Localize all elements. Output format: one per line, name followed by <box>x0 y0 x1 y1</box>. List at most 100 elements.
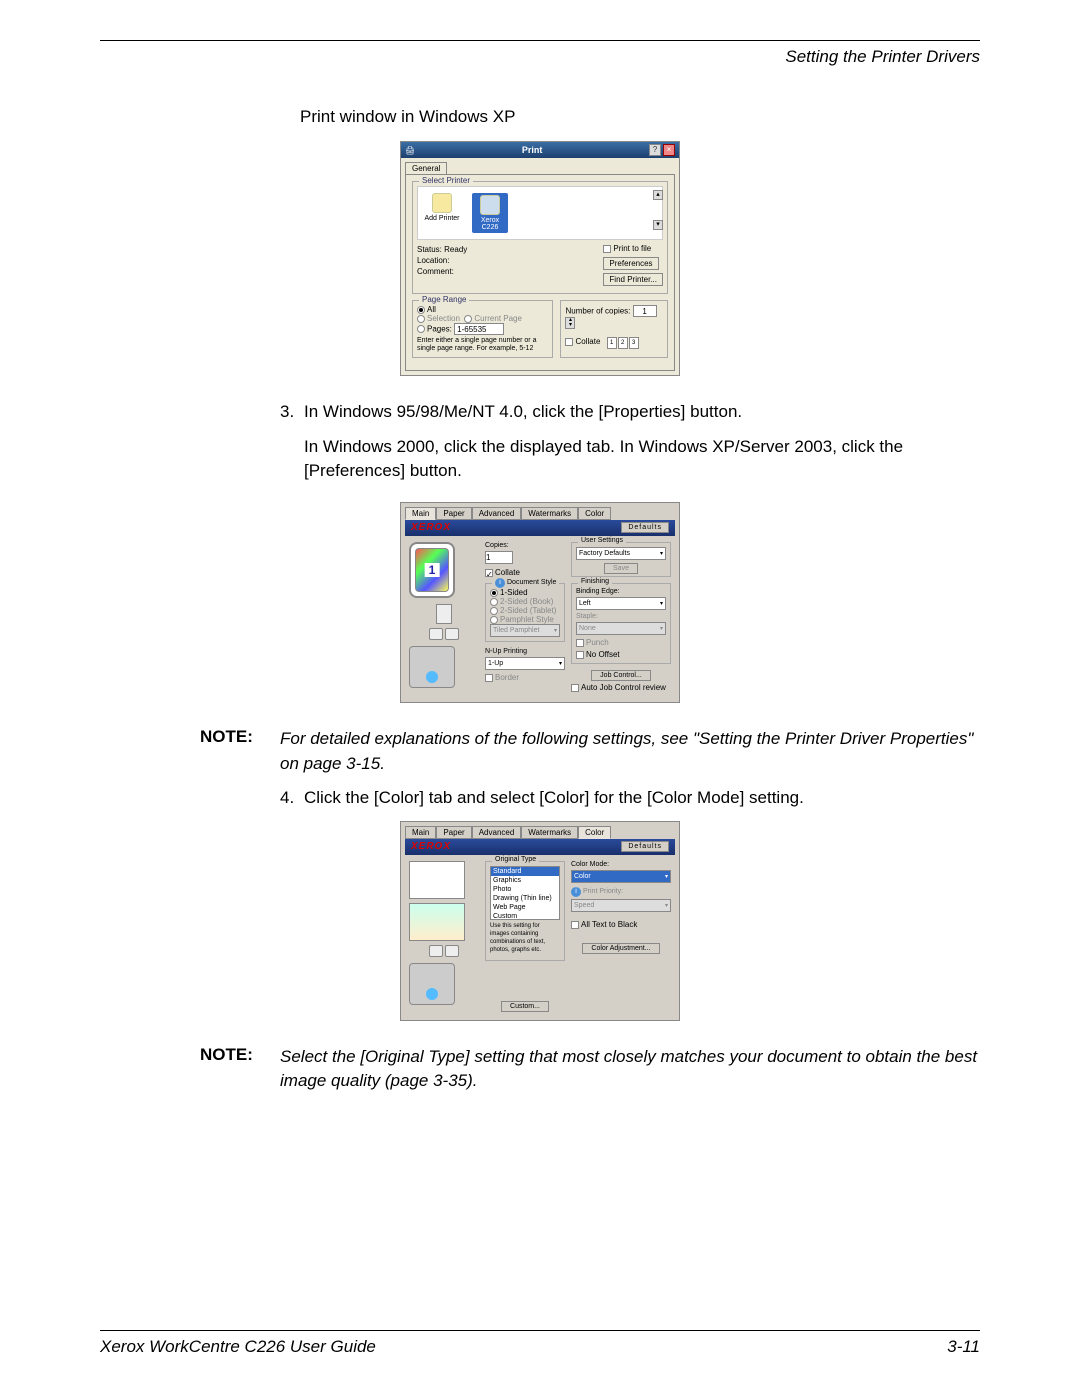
radio-2sided-tablet[interactable] <box>490 607 498 615</box>
note-1-text: For detailed explanations of the followi… <box>280 727 980 776</box>
binding-select[interactable]: Left▾ <box>576 597 666 610</box>
print-to-file-checkbox[interactable] <box>603 245 611 253</box>
page-range-label: Page Range <box>419 295 469 304</box>
type-photo[interactable]: Photo <box>491 885 559 894</box>
type-graphics[interactable]: Graphics <box>491 876 559 885</box>
step-3: 3. In Windows 95/98/Me/NT 4.0, click the… <box>280 400 980 425</box>
collate-2: 2 <box>618 337 628 349</box>
custom-button[interactable]: Custom... <box>501 1001 549 1012</box>
user-settings-select[interactable]: Factory Defaults▾ <box>576 547 666 560</box>
tray-icon <box>445 945 459 957</box>
auto-job-checkbox[interactable] <box>571 684 579 692</box>
xerox-printer-label: Xerox C226 <box>474 217 506 231</box>
user-settings-group: User Settings Factory Defaults▾ Save <box>571 542 671 577</box>
copies-input[interactable] <box>633 305 657 317</box>
all-black-label: All Text to Black <box>581 920 637 929</box>
collate-checkbox[interactable] <box>565 338 573 346</box>
nup-select[interactable]: 1-Up▾ <box>485 657 565 670</box>
middle-column: Copies: ✓Collate iDocument Style 1-Sided… <box>485 542 565 692</box>
defaults-button[interactable]: Defaults <box>621 522 669 533</box>
staple-select[interactable]: None▾ <box>576 622 666 635</box>
scroll-down[interactable]: ▾ <box>653 220 663 230</box>
radio-selection[interactable] <box>417 315 425 323</box>
border-checkbox[interactable] <box>485 674 493 682</box>
type-webpage[interactable]: Web Page <box>491 903 559 912</box>
type-description: Use this setting for images containing c… <box>490 920 560 956</box>
color-adjustment-button[interactable]: Color Adjustment... <box>582 943 659 954</box>
tab-watermarks[interactable]: Watermarks <box>521 826 578 839</box>
tray-icon <box>429 628 443 640</box>
lower-row: Page Range All Selection Current Page Pa… <box>412 300 668 364</box>
right-column: User Settings Factory Defaults▾ Save Fin… <box>571 542 671 692</box>
collate-preview: 1 2 3 <box>607 337 639 349</box>
intro-text: Print window in Windows XP <box>300 107 980 127</box>
find-printer-button[interactable]: Find Printer... <box>603 273 663 286</box>
print-priority-label: Print Priority: <box>583 888 623 895</box>
printer-icon: 🖨 <box>405 146 415 155</box>
note-label: NOTE: <box>200 727 280 776</box>
punch-label: Punch <box>586 638 609 647</box>
close-button[interactable]: × <box>663 144 675 156</box>
xerox-body: 1 Copies: ✓Collate iDocument Style 1-Sid… <box>405 536 675 698</box>
tab-main[interactable]: Main <box>405 826 436 839</box>
tab-advanced[interactable]: Advanced <box>472 507 522 520</box>
radio-all[interactable] <box>417 306 425 314</box>
type-drawing[interactable]: Drawing (Thin line) <box>491 894 559 903</box>
radio-pamphlet[interactable] <box>490 616 498 624</box>
tab-paper[interactable]: Paper <box>436 507 471 520</box>
original-type-listbox[interactable]: Standard Graphics Photo Drawing (Thin li… <box>490 866 560 920</box>
tab-general[interactable]: General <box>405 162 447 174</box>
color-mode-select[interactable]: Color▾ <box>571 870 671 883</box>
no-offset-checkbox[interactable] <box>576 651 584 659</box>
save-button[interactable]: Save <box>604 563 638 574</box>
tab-color-active[interactable]: Color <box>578 826 611 839</box>
pages-input[interactable] <box>454 323 504 335</box>
tab-paper[interactable]: Paper <box>436 826 471 839</box>
xerox-brand-bar: XEROX Defaults <box>405 520 675 536</box>
xerox-color-screenshot: Main Paper Advanced Watermarks Color XER… <box>100 821 980 1021</box>
type-standard[interactable]: Standard <box>491 867 559 876</box>
note-2: NOTE: Select the [Original Type] setting… <box>200 1045 980 1094</box>
scroll-up[interactable]: ▴ <box>653 190 663 200</box>
print-to-file-label: Print to file <box>613 244 651 253</box>
xerox-brand: XEROX <box>411 841 451 852</box>
step-3-line2: In Windows 2000, click the displayed tab… <box>304 435 980 484</box>
tab-watermarks[interactable]: Watermarks <box>521 507 578 520</box>
all-black-checkbox[interactable] <box>571 921 579 929</box>
page-preview: 1 <box>409 542 455 598</box>
collate-label: Collate <box>575 337 600 346</box>
sample-thumb-2 <box>409 903 465 941</box>
radio-current[interactable] <box>464 315 472 323</box>
add-printer-item[interactable]: Add Printer <box>424 193 460 233</box>
right-column: Color Mode: Color▾ iPrint Priority: Spee… <box>571 861 671 1010</box>
help-button[interactable]: ? <box>649 144 661 156</box>
step-4-text: Click the [Color] tab and select [Color]… <box>304 786 980 811</box>
xerox-printer-item[interactable]: Xerox C226 <box>472 193 508 233</box>
collate-checkbox[interactable]: ✓ <box>485 569 493 577</box>
copies-spinner[interactable]: ▴▾ <box>565 317 575 329</box>
current-label: Current Page <box>474 314 522 323</box>
header-rule <box>100 40 980 41</box>
dialog-body: Select Printer Add Printer Xerox C226 ▴ … <box>405 174 675 371</box>
radio-pages[interactable] <box>417 325 425 333</box>
pamphlet-select[interactable]: Tiled Pamphlet▾ <box>490 624 560 637</box>
location-label: Location: <box>417 255 467 266</box>
original-type-label: Original Type <box>492 856 539 863</box>
staple-label: Staple: <box>576 613 666 620</box>
copies-group: Number of copies: ▴▾ Collate 1 2 3 <box>560 300 668 358</box>
print-priority-select[interactable]: Speed▾ <box>571 899 671 912</box>
tab-color[interactable]: Color <box>578 507 611 520</box>
defaults-button[interactable]: Defaults <box>621 841 669 852</box>
punch-checkbox[interactable] <box>576 639 584 647</box>
copies-input[interactable] <box>485 551 513 564</box>
tab-advanced[interactable]: Advanced <box>472 826 522 839</box>
type-custom[interactable]: Custom <box>491 912 559 920</box>
radio-1sided[interactable] <box>490 589 498 597</box>
radio-2sided-book[interactable] <box>490 598 498 606</box>
job-control-button[interactable]: Job Control... <box>591 670 651 681</box>
step-4: 4. Click the [Color] tab and select [Col… <box>280 786 980 811</box>
preferences-button[interactable]: Preferences <box>603 257 658 270</box>
tab-main[interactable]: Main <box>405 507 436 520</box>
original-type-group: Original Type Standard Graphics Photo Dr… <box>485 861 565 961</box>
status-lines: Status: Ready Location: Comment: <box>417 244 467 277</box>
